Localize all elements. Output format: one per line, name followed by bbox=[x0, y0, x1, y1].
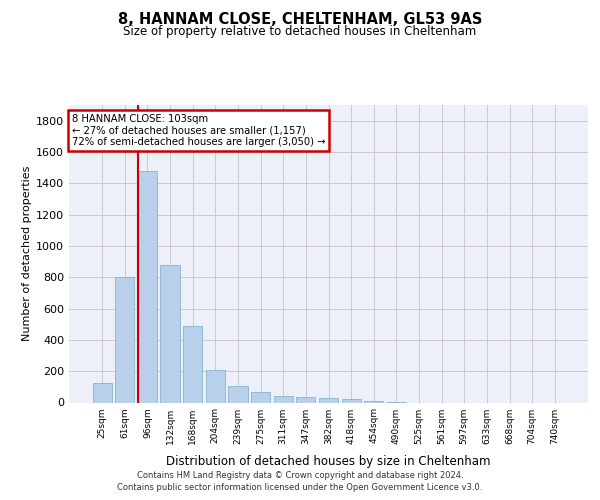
Bar bbox=[296, 397, 316, 402]
Bar bbox=[229, 386, 248, 402]
Bar bbox=[274, 396, 293, 402]
Bar bbox=[138, 171, 157, 402]
Bar bbox=[160, 264, 180, 402]
Bar bbox=[251, 392, 270, 402]
X-axis label: Distribution of detached houses by size in Cheltenham: Distribution of detached houses by size … bbox=[166, 455, 491, 468]
Text: 8, HANNAM CLOSE, CHELTENHAM, GL53 9AS: 8, HANNAM CLOSE, CHELTENHAM, GL53 9AS bbox=[118, 12, 482, 28]
Text: 8 HANNAM CLOSE: 103sqm
← 27% of detached houses are smaller (1,157)
72% of semi-: 8 HANNAM CLOSE: 103sqm ← 27% of detached… bbox=[71, 114, 325, 147]
Bar bbox=[206, 370, 225, 402]
Y-axis label: Number of detached properties: Number of detached properties bbox=[22, 166, 32, 342]
Bar bbox=[92, 383, 112, 402]
Bar bbox=[319, 398, 338, 402]
Text: Size of property relative to detached houses in Cheltenham: Size of property relative to detached ho… bbox=[124, 25, 476, 38]
Bar bbox=[183, 326, 202, 402]
Bar bbox=[115, 277, 134, 402]
Bar bbox=[341, 400, 361, 402]
Text: Contains HM Land Registry data © Crown copyright and database right 2024.
Contai: Contains HM Land Registry data © Crown c… bbox=[118, 471, 482, 492]
Bar bbox=[364, 401, 383, 402]
